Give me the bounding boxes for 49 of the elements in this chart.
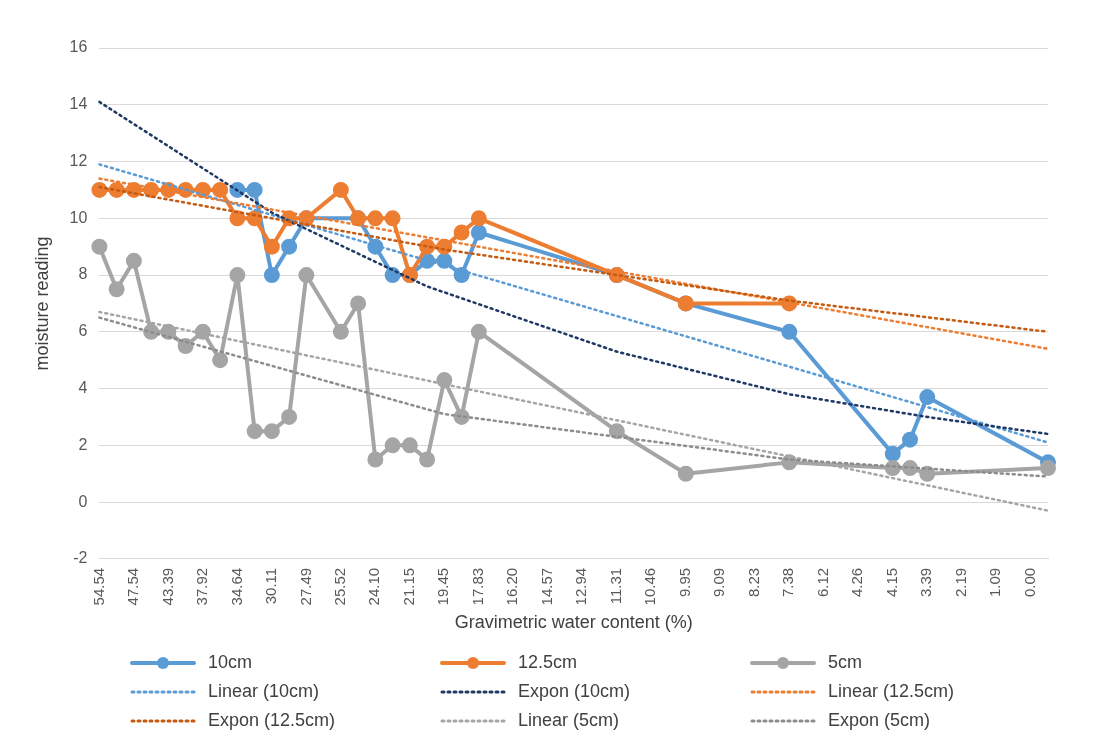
x-tick-label: 6.12 xyxy=(813,567,831,598)
y-tick-label: 8 xyxy=(78,265,88,283)
x-tick-label: 1.09 xyxy=(986,567,1004,598)
y-tick-label: 14 xyxy=(69,95,88,113)
x-axis-title: Gravimetric water content (%) xyxy=(454,612,693,633)
y-tick-label: 0 xyxy=(78,492,88,510)
x-tick-label: 25.52 xyxy=(331,567,348,606)
x-tick-label: 27.49 xyxy=(296,567,314,606)
x-tick-label: 3.39 xyxy=(917,567,935,598)
x-tick-label: 16.20 xyxy=(503,567,521,606)
legend-label: Expon (12.5cm) xyxy=(208,710,336,731)
x-tick-label: 34.64 xyxy=(227,567,245,606)
x-tick-label: 47.54 xyxy=(124,567,142,606)
y-tick-label: -2 xyxy=(73,549,88,567)
y-tick-label: 2 xyxy=(78,435,88,453)
y-tick-label: 16 xyxy=(69,38,88,56)
x-tick-label: 17.83 xyxy=(468,567,486,606)
x-tick-label: 11.31 xyxy=(606,567,624,605)
x-tick-label: 4.15 xyxy=(882,567,900,598)
legend-label: Linear (5cm) xyxy=(518,710,620,731)
legend-label: 12.5cm xyxy=(518,652,578,673)
x-tick-label: 7.38 xyxy=(779,567,797,598)
x-tick-label: 9.95 xyxy=(675,567,693,598)
x-tick-label: 8.23 xyxy=(744,567,762,598)
x-tick-label: 2.19 xyxy=(951,567,969,598)
y-tick-label: 4 xyxy=(78,378,88,396)
y-tick-label: 6 xyxy=(78,322,88,340)
y-tick-label: 10 xyxy=(69,208,88,226)
x-tick-label: 10.46 xyxy=(641,567,659,606)
legend-label: Expon (10cm) xyxy=(518,681,631,702)
x-tick-label: 21.15 xyxy=(399,567,417,606)
x-tick-label: 4.26 xyxy=(848,567,866,598)
legend-label: Linear (10cm) xyxy=(208,681,320,702)
y-tick-label: 12 xyxy=(69,151,88,169)
x-tick-label: 9.09 xyxy=(710,567,728,598)
x-tick-label: 19.45 xyxy=(434,567,452,606)
x-tick-label: 54.54 xyxy=(89,567,107,606)
legend-label: Linear (12.5cm) xyxy=(828,681,955,702)
legend-label: 5cm xyxy=(828,652,863,673)
x-tick-label: 30.11 xyxy=(262,567,280,605)
x-tick-label: 24.10 xyxy=(365,567,383,606)
x-tick-label: 43.39 xyxy=(158,567,176,606)
x-tick-label: 0.00 xyxy=(1020,567,1038,598)
x-tick-label: 37.92 xyxy=(193,567,211,606)
legend-label: 10cm xyxy=(208,652,253,673)
x-tick-label: 14.57 xyxy=(537,567,555,606)
x-tick-label: 12.94 xyxy=(572,567,590,606)
y-axis-title: moisture reading xyxy=(31,236,52,371)
legend-label: Expon (5cm) xyxy=(828,710,931,731)
